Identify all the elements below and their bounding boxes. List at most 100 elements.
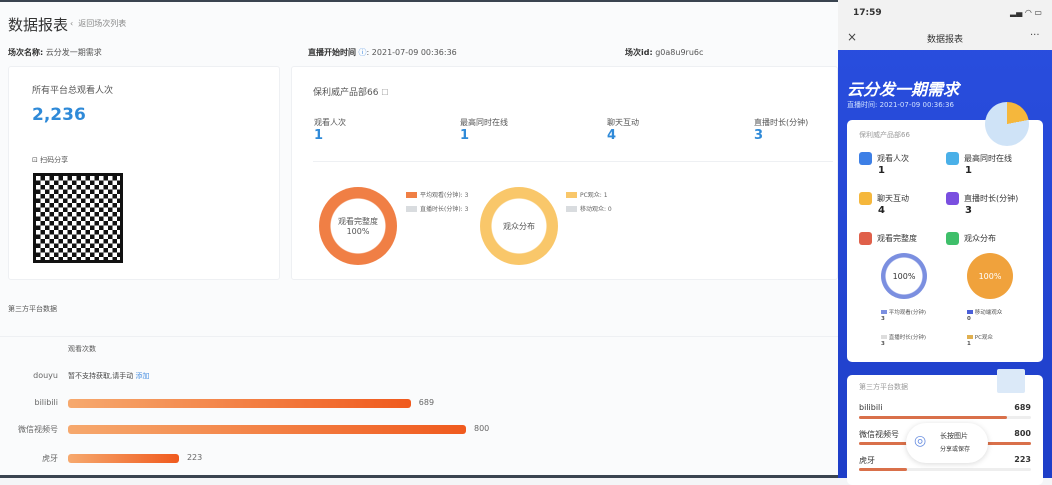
report-page: 数据报表 ‹ 返回场次列表 场次名称: 云分发一期需求 直播开始时间 ⓘ: 20… [0,0,838,478]
bar [68,399,411,408]
qr-small-icon: ⊡ [32,156,41,164]
mobile-card-title: 保利威产品部66 [859,131,910,139]
legend-item: 平均观看(分钟): 3 [420,192,469,199]
eye-icon [946,152,959,165]
session-id: g0a8u9ru6c [655,48,704,57]
third-party-title: 第三方平台数据 [8,305,57,313]
hero-title: 云分发一期需求 [847,80,960,99]
start-time: 2021-07-09 00:36:36 [371,48,457,57]
bar-chart-illustration-icon [997,369,1025,393]
stat-value: 1 [965,165,972,176]
mobile-third-title: 第三方平台数据 [859,383,908,391]
total-label: 所有平台总观看人次 [32,86,114,96]
legend-value: 1 [967,341,971,347]
stat-label: 聊天互动 [607,118,639,127]
chevron-left-icon: ‹ [70,19,79,28]
platform-name: 虎牙 [859,456,875,465]
donut-center-label: 观众分布 [503,221,535,231]
stat-label: 直播时长(分钟) [964,194,1019,203]
status-time: 17:59 [853,8,882,18]
legend-item: 直播时长(分钟): 3 [420,206,469,213]
user-icon [859,152,872,165]
stat-value: 1 [878,165,885,176]
thumbs-up-icon [859,192,872,205]
bar-category-label: 微信视频号 [18,425,58,434]
legend-label: 移动端观众 [974,310,1003,316]
legend-value: 0 [967,316,971,322]
completeness-label: 观看完整度 [877,234,917,243]
platform-name: 微信视频号 [859,430,899,439]
platform-bar [859,468,907,471]
completeness-donut: 观看完整度 100% [319,187,397,265]
audience-icon [946,232,959,245]
donut-value: 100% [892,271,916,281]
audience-donut: 观众分布 [480,187,558,265]
legend-value: 3 [881,316,885,322]
divider [0,336,838,337]
stat-value: 4 [878,205,885,216]
legend-value: 3 [881,341,885,347]
douyu-note: 暂不支持获取,请手动 [68,372,134,380]
hint-line1: 长按图片 [940,432,968,440]
back-label: 返回场次列表 [78,19,127,28]
stat-label: 聊天互动 [877,194,909,203]
status-icons: ▂▄ ◠ ▭ [1010,8,1042,17]
platform-value: 223 [1014,455,1031,464]
divider [313,161,833,162]
platform-value: 689 [1014,403,1031,412]
mobile-stats-card: 保利威产品部66 观看人次 1 最高同时在线 1 聊天互动 4 直播时长(分钟) 3 观… [847,102,1043,362]
stat-label: 直播时长(分钟) [754,118,809,127]
legend-item: PC观众: 1 [580,192,608,199]
platform-value: 800 [1014,429,1031,438]
platform-bar-track [859,468,1031,471]
platform-bar-track [859,416,1031,419]
save-image-hint[interactable]: ◎ 长按图片 分享或保存 [906,423,988,463]
platform-label-douyu: douyu [33,371,58,380]
stat-label: 观看人次 [877,154,909,163]
mobile-preview: 17:59 ▂▄ ◠ ▭ × 数据报表 ··· 云分发一期需求 直播时间: 20… [838,0,1052,485]
chart-column-label: 观看次数 [68,345,96,353]
stat-label: 最高同时在线 [460,118,508,127]
back-link[interactable]: ‹ 返回场次列表 [70,18,126,29]
info-icon[interactable]: ⓘ [358,48,367,57]
bar-value-label: 223 [186,453,203,462]
edit-icon[interactable]: ☐ [381,88,389,97]
bar [68,425,466,434]
pie-illustration-icon [985,102,1029,146]
close-icon[interactable]: × [847,30,858,44]
hero-time: 直播时间: 2021-07-09 00:36:36 [847,101,954,109]
total-card: 所有平台总观看人次 2,236 ⊡ 扫码分享 [8,66,280,280]
page-title: 数据报表 [8,16,69,34]
qr-code[interactable] [33,173,123,263]
platform-bar [859,416,1008,419]
share-label: ⊡ 扫码分享 [32,155,68,165]
audience-label: 观众分布 [964,234,996,243]
mobile-title: 数据报表 [926,35,963,45]
add-link[interactable]: 添加 [135,372,150,380]
stat-value: 4 [607,128,617,143]
dept-title: 保利威产品部66 ☐ [313,85,389,98]
stat-value: 3 [754,128,764,143]
platform-name: bilibili [859,403,883,412]
share-text: 扫码分享 [40,156,69,164]
start-time-label: 直播开始时间 [308,48,356,57]
stat-label: 观看人次 [314,118,346,127]
legend-item: 移动观众: 0 [580,206,612,213]
mobile-header [838,0,1052,50]
more-icon[interactable]: ··· [1030,30,1040,41]
session-name-label: 场次名称: [8,48,44,57]
legend-label: PC观众 [974,335,993,341]
stat-label: 最高同时在线 [964,154,1012,163]
video-icon [946,192,959,205]
donut-center-value: 100% [346,227,370,236]
stat-value: 1 [314,128,324,143]
stat-value: 3 [965,205,972,216]
stat-value: 1 [460,128,470,143]
mobile-completeness-donut: 100% [881,253,927,299]
donut-value: 100% [978,271,1002,281]
legend-label: 直播时长(分钟) [888,335,927,341]
play-icon [859,232,872,245]
bar-category-label: 虎牙 [42,454,58,463]
session-id-label: 场次id: [625,48,653,57]
mobile-audience-pie: 100% [967,253,1013,299]
